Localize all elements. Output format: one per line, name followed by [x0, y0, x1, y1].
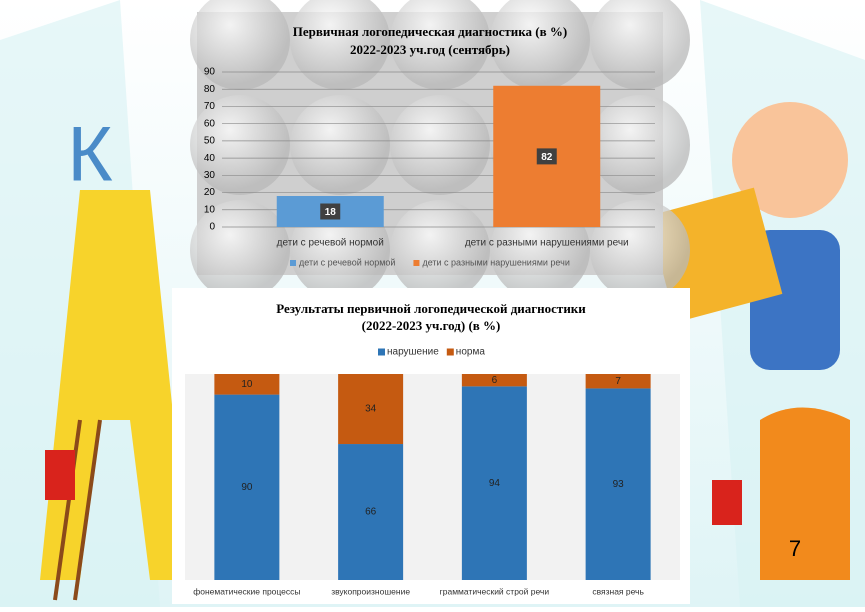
decor-sphere — [190, 0, 290, 90]
data-label: 10 — [241, 379, 253, 390]
data-label-box — [320, 203, 341, 220]
decor-shape — [40, 190, 190, 580]
bar-segment — [338, 444, 404, 580]
data-label: 94 — [489, 478, 501, 489]
decor-sphere — [390, 95, 490, 195]
decor-shape — [760, 407, 850, 580]
data-label-box — [536, 148, 557, 165]
chart: Результаты первичной логопедической диаг… — [172, 288, 690, 604]
decor-sphere — [190, 95, 290, 195]
decor-character — [732, 102, 848, 218]
x-tick-label: связная речь — [592, 586, 644, 596]
x-tick-label: дети с речевой нормой — [277, 238, 384, 249]
data-label: 93 — [613, 479, 625, 490]
bar-segment — [461, 386, 527, 580]
decor-letter: К — [67, 110, 112, 198]
legend-label: норма — [456, 347, 486, 358]
bar-segment — [338, 374, 404, 445]
data-label: 90 — [241, 482, 253, 493]
y-tick-label: 20 — [204, 187, 216, 198]
x-tick-label: грамматический строй речи — [440, 586, 550, 596]
legend-label: нарушение — [387, 347, 439, 358]
bar-segment — [214, 374, 280, 395]
decor-sphere — [590, 0, 690, 90]
bar-segment — [585, 374, 651, 389]
x-tick-label: звукопроизношение — [331, 586, 410, 596]
legend-label: дети с речевой нормой — [299, 257, 395, 267]
y-tick-label: 60 — [204, 118, 216, 129]
chart-subtitle: (2022-2023 уч.год) (в %) — [362, 318, 501, 333]
data-label: 82 — [541, 152, 553, 163]
data-label: 6 — [492, 375, 498, 386]
y-tick-label: 0 — [209, 222, 215, 233]
legend-swatch — [378, 348, 385, 356]
decor-sphere — [190, 200, 290, 300]
decor-sphere — [290, 0, 390, 90]
y-tick-label: 50 — [204, 136, 216, 147]
chart-title: Первичная логопедическая диагностика (в … — [293, 24, 567, 39]
chart-title: Результаты первичной логопедической диаг… — [276, 301, 586, 316]
x-tick-label: фонематические процессы — [193, 586, 300, 596]
y-tick-label: 70 — [204, 101, 216, 112]
y-tick-label: 40 — [204, 153, 216, 164]
data-label: 18 — [325, 207, 337, 218]
y-tick-label: 90 — [204, 67, 216, 78]
bar-segment — [585, 388, 651, 580]
y-tick-label: 10 — [204, 204, 216, 215]
decor-sphere — [590, 95, 690, 195]
data-label: 7 — [615, 376, 621, 387]
bar-segment — [461, 374, 527, 387]
y-tick-label: 80 — [204, 84, 216, 95]
legend-swatch — [446, 348, 454, 356]
decor-sphere — [390, 200, 490, 300]
bar-segment — [214, 394, 280, 580]
data-label: 34 — [365, 404, 377, 415]
decor-sphere — [490, 0, 590, 90]
legend-label: дети с разными нарушениями речи — [422, 257, 569, 267]
y-tick-label: 30 — [204, 170, 216, 181]
decor-sphere — [390, 0, 490, 90]
chart: Первичная логопедическая диагностика (в … — [190, 0, 690, 300]
decor-character — [45, 450, 75, 500]
chart-subtitle: 2022-2023 уч.год (сентябрь) — [350, 42, 510, 57]
decor-ladder — [73, 419, 102, 601]
decor-ladder — [53, 419, 82, 601]
data-label: 66 — [365, 507, 377, 518]
slide-number: 7 — [789, 536, 801, 561]
decor-character — [712, 480, 742, 525]
x-tick-label: дети с разными нарушениями речи — [465, 238, 629, 249]
legend-swatch — [413, 260, 420, 266]
decor-sphere — [590, 200, 690, 300]
legend-swatch — [290, 260, 296, 266]
decor-sphere — [290, 95, 390, 195]
